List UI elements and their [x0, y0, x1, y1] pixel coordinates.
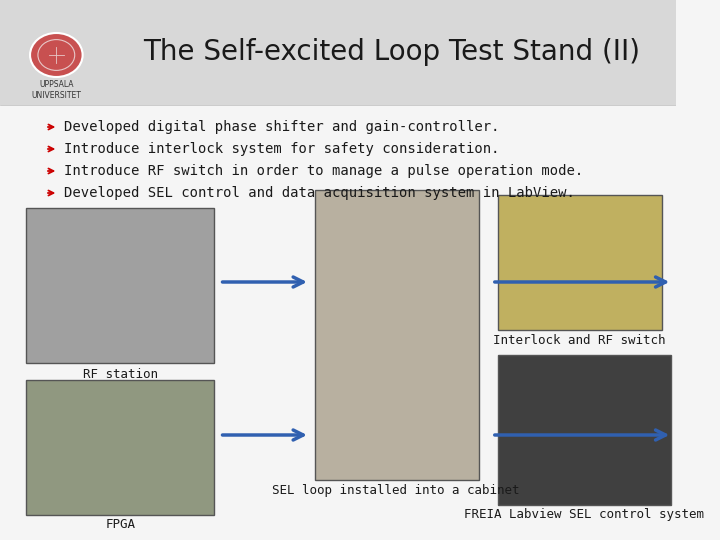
Bar	[27, 380, 214, 515]
Text: Interlock and RF switch: Interlock and RF switch	[493, 334, 665, 347]
Text: UPPSALA
UNIVERSITET: UPPSALA UNIVERSITET	[32, 80, 81, 100]
Text: SEL loop installed into a cabinet: SEL loop installed into a cabinet	[272, 484, 520, 497]
Text: RF station: RF station	[83, 368, 158, 381]
Bar	[27, 208, 214, 363]
Bar	[498, 195, 662, 330]
Text: FREIA Labview SEL control system: FREIA Labview SEL control system	[464, 508, 704, 521]
Text: Introduce interlock system for safety consideration.: Introduce interlock system for safety co…	[64, 142, 500, 156]
Text: Developed digital phase shifter and gain-controller.: Developed digital phase shifter and gain…	[64, 120, 500, 134]
Bar	[0, 0, 676, 105]
Bar	[498, 355, 671, 505]
Ellipse shape	[30, 33, 83, 77]
Text: Introduce RF switch in order to manage a pulse operation mode.: Introduce RF switch in order to manage a…	[64, 164, 583, 178]
Bar	[315, 190, 479, 480]
Text: Developed SEL control and data acquisition system in LabView.: Developed SEL control and data acquisiti…	[64, 186, 575, 200]
Text: FPGA: FPGA	[105, 518, 135, 531]
Text: The Self-excited Loop Test Stand (II): The Self-excited Loop Test Stand (II)	[143, 38, 641, 66]
